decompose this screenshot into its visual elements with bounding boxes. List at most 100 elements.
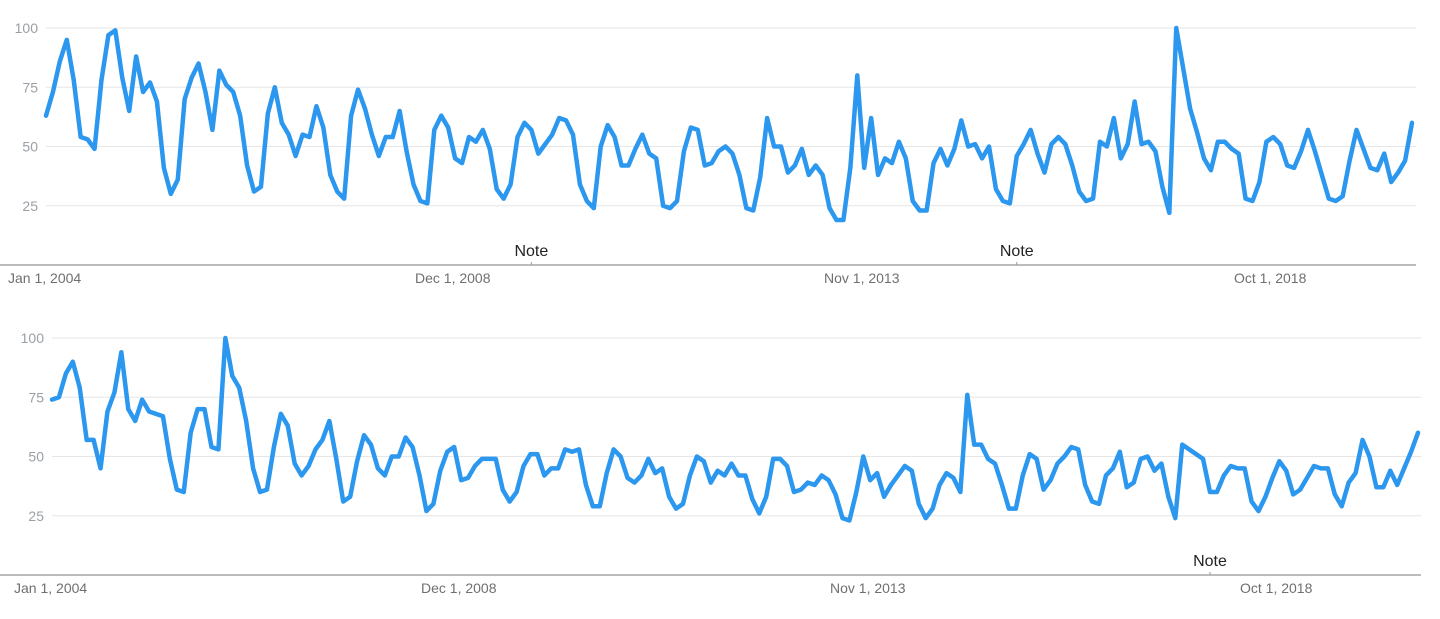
- data-point[interactable]: [772, 144, 776, 148]
- data-point[interactable]: [1333, 492, 1337, 496]
- data-point[interactable]: [1389, 180, 1393, 184]
- data-point[interactable]: [1381, 485, 1385, 489]
- data-point[interactable]: [1084, 199, 1088, 203]
- data-point[interactable]: [224, 83, 228, 87]
- data-point[interactable]: [466, 476, 470, 480]
- data-point[interactable]: [1007, 506, 1011, 510]
- data-point[interactable]: [1291, 492, 1295, 496]
- data-point[interactable]: [563, 447, 567, 451]
- data-point[interactable]: [938, 147, 942, 151]
- data-point[interactable]: [723, 144, 727, 148]
- data-point[interactable]: [1062, 454, 1066, 458]
- data-point[interactable]: [154, 412, 158, 416]
- data-point[interactable]: [113, 28, 117, 32]
- data-point[interactable]: [1104, 473, 1108, 477]
- data-point[interactable]: [1271, 135, 1275, 139]
- data-point[interactable]: [966, 144, 970, 148]
- data-point[interactable]: [917, 502, 921, 506]
- data-point[interactable]: [1202, 156, 1206, 160]
- data-point[interactable]: [203, 90, 207, 94]
- data-point[interactable]: [1035, 151, 1039, 155]
- data-point[interactable]: [51, 90, 55, 94]
- data-point[interactable]: [1326, 466, 1330, 470]
- data-point[interactable]: [1132, 480, 1136, 484]
- data-point[interactable]: [251, 466, 255, 470]
- data-point[interactable]: [209, 445, 213, 449]
- data-point[interactable]: [438, 469, 442, 473]
- data-point[interactable]: [1000, 483, 1004, 487]
- data-point[interactable]: [1395, 483, 1399, 487]
- data-point[interactable]: [709, 480, 713, 484]
- data-point[interactable]: [459, 478, 463, 482]
- data-point[interactable]: [1187, 447, 1191, 451]
- data-point[interactable]: [1022, 142, 1026, 146]
- data-point[interactable]: [299, 473, 303, 477]
- data-point[interactable]: [327, 419, 331, 423]
- data-point[interactable]: [1229, 464, 1233, 468]
- data-point[interactable]: [252, 189, 256, 193]
- data-point[interactable]: [397, 454, 401, 458]
- data-point[interactable]: [696, 128, 700, 132]
- data-point[interactable]: [155, 99, 159, 103]
- data-point[interactable]: [314, 104, 318, 108]
- data-point[interactable]: [521, 464, 525, 468]
- data-point[interactable]: [1256, 509, 1260, 513]
- data-point[interactable]: [543, 142, 547, 146]
- data-point[interactable]: [577, 447, 581, 451]
- data-point[interactable]: [1250, 199, 1254, 203]
- data-point[interactable]: [826, 478, 830, 482]
- data-point[interactable]: [819, 473, 823, 477]
- data-point[interactable]: [272, 445, 276, 449]
- data-point[interactable]: [855, 73, 859, 77]
- data-point[interactable]: [813, 483, 817, 487]
- data-point[interactable]: [1264, 140, 1268, 144]
- data-point[interactable]: [1111, 466, 1115, 470]
- data-point[interactable]: [1346, 480, 1350, 484]
- data-point[interactable]: [237, 386, 241, 390]
- data-point[interactable]: [230, 374, 234, 378]
- data-point[interactable]: [1194, 452, 1198, 456]
- data-point[interactable]: [1409, 450, 1413, 454]
- data-point[interactable]: [188, 431, 192, 435]
- data-point[interactable]: [474, 140, 478, 144]
- data-point[interactable]: [1015, 154, 1019, 158]
- data-point[interactable]: [646, 457, 650, 461]
- data-point[interactable]: [480, 457, 484, 461]
- data-point[interactable]: [931, 161, 935, 165]
- data-point[interactable]: [106, 33, 110, 37]
- data-point[interactable]: [231, 90, 235, 94]
- data-point[interactable]: [417, 473, 421, 477]
- data-point[interactable]: [508, 182, 512, 186]
- data-point[interactable]: [765, 116, 769, 120]
- data-point[interactable]: [65, 38, 69, 42]
- data-point[interactable]: [1048, 478, 1052, 482]
- data-point[interactable]: [1382, 151, 1386, 155]
- data-point[interactable]: [467, 135, 471, 139]
- data-point[interactable]: [771, 457, 775, 461]
- data-point[interactable]: [820, 173, 824, 177]
- data-point[interactable]: [1166, 495, 1170, 499]
- data-point[interactable]: [1076, 447, 1080, 451]
- data-point[interactable]: [751, 208, 755, 212]
- data-point[interactable]: [854, 490, 858, 494]
- data-point[interactable]: [730, 151, 734, 155]
- data-point[interactable]: [1146, 140, 1150, 144]
- data-point[interactable]: [362, 433, 366, 437]
- data-point[interactable]: [195, 407, 199, 411]
- data-point[interactable]: [972, 442, 976, 446]
- data-point[interactable]: [750, 497, 754, 501]
- data-point[interactable]: [1138, 457, 1142, 461]
- data-point[interactable]: [876, 173, 880, 177]
- data-point[interactable]: [1375, 168, 1379, 172]
- data-point[interactable]: [321, 125, 325, 129]
- data-point[interactable]: [841, 218, 845, 222]
- data-point[interactable]: [1236, 151, 1240, 155]
- data-point[interactable]: [1160, 185, 1164, 189]
- data-point[interactable]: [549, 466, 553, 470]
- data-point[interactable]: [528, 452, 532, 456]
- data-point[interactable]: [404, 149, 408, 153]
- data-point[interactable]: [729, 461, 733, 465]
- data-point[interactable]: [223, 336, 227, 340]
- data-point[interactable]: [522, 121, 526, 125]
- data-point[interactable]: [639, 473, 643, 477]
